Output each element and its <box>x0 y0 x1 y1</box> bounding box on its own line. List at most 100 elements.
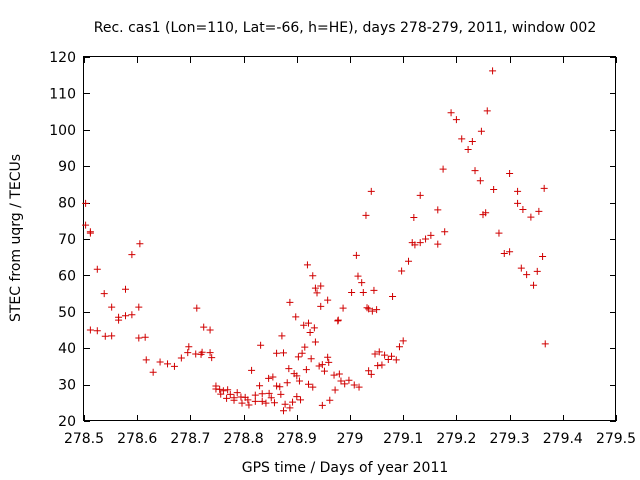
data-point <box>305 380 313 388</box>
data-point <box>405 257 413 265</box>
y-tick-label: 30 <box>58 378 76 394</box>
data-point <box>447 109 455 117</box>
data-point <box>365 367 373 375</box>
data-point <box>121 285 129 293</box>
data-point <box>533 267 541 275</box>
x-tick-label: 279.2 <box>436 431 476 447</box>
data-point <box>307 355 315 363</box>
data-point <box>317 302 325 310</box>
data-point <box>326 396 334 404</box>
data-point <box>311 284 319 292</box>
data-point <box>303 261 311 269</box>
data-point <box>334 316 342 324</box>
data-point <box>294 353 302 361</box>
data-point <box>523 271 531 279</box>
chart-title: Rec. cas1 (Lon=110, Lat=-66, h=HE), days… <box>94 20 596 36</box>
y-tick-label: 120 <box>49 50 76 66</box>
data-point <box>305 319 313 327</box>
data-point <box>335 370 343 378</box>
data-point <box>434 240 442 248</box>
y-axis: 20 30 40 50 60 70 80 90 100 110 120 <box>49 50 616 430</box>
data-point <box>185 343 193 351</box>
x-tick-label: 278.8 <box>224 431 264 447</box>
data-point <box>286 404 294 412</box>
data-point <box>281 400 289 408</box>
data-point <box>517 264 525 272</box>
y-axis-title: STEC from uqrg / TECUs <box>8 154 24 322</box>
data-point <box>206 326 214 334</box>
data-point <box>318 361 326 369</box>
data-point <box>367 187 375 195</box>
data-point <box>317 282 325 290</box>
data-point <box>295 377 303 385</box>
data-point <box>142 356 150 364</box>
data-point <box>82 199 90 207</box>
data-point <box>256 382 264 390</box>
data-point <box>527 213 535 221</box>
data-point <box>251 397 259 405</box>
x-tick-label: 279 <box>337 431 364 447</box>
data-point <box>354 272 362 280</box>
data-point <box>251 391 259 399</box>
x-tick-label: 279.1 <box>383 431 423 447</box>
data-points <box>82 67 549 415</box>
data-point <box>108 332 116 340</box>
data-point <box>273 349 281 357</box>
data-point <box>298 349 306 357</box>
data-point <box>286 298 294 306</box>
data-point <box>495 229 503 237</box>
data-point <box>135 334 143 342</box>
data-point <box>489 67 497 75</box>
data-point <box>337 377 345 385</box>
data-point <box>352 251 360 259</box>
x-tick-label: 278.6 <box>117 431 157 447</box>
x-tick-label: 279.5 <box>596 431 636 447</box>
data-point <box>164 360 172 368</box>
data-point <box>482 209 490 217</box>
plot-frame <box>83 56 616 421</box>
data-point <box>374 362 382 370</box>
data-point <box>458 135 466 143</box>
data-point <box>115 316 123 324</box>
data-point <box>392 356 400 364</box>
y-tick-label: 90 <box>58 159 76 175</box>
data-point <box>324 296 332 304</box>
data-point <box>223 394 231 402</box>
data-point <box>410 214 418 222</box>
data-point <box>483 107 491 115</box>
data-point <box>244 396 252 404</box>
data-point <box>514 187 522 195</box>
data-point <box>285 365 293 373</box>
data-point <box>135 303 143 311</box>
data-point <box>224 386 232 394</box>
y-tick-label: 50 <box>58 305 76 321</box>
data-point <box>541 340 549 348</box>
data-point <box>198 348 206 356</box>
data-point <box>539 252 547 260</box>
data-point <box>230 394 238 402</box>
data-point <box>331 386 339 394</box>
data-point <box>193 304 201 312</box>
data-point <box>184 349 192 357</box>
data-point <box>248 366 256 374</box>
data-point <box>535 207 543 215</box>
data-point <box>363 304 371 312</box>
data-point <box>365 305 373 313</box>
data-point <box>280 349 287 357</box>
data-point <box>355 383 363 391</box>
data-point <box>370 286 378 294</box>
data-point <box>500 250 508 258</box>
data-point <box>265 389 273 397</box>
data-point <box>219 387 227 395</box>
data-point <box>506 169 514 177</box>
data-point <box>269 373 277 381</box>
data-point <box>200 323 208 331</box>
data-point <box>301 343 309 351</box>
y-tick-label: 70 <box>58 232 76 248</box>
data-point <box>276 383 284 391</box>
data-point <box>373 306 381 314</box>
data-point <box>309 272 317 280</box>
x-axis-title: GPS time / Days of year 2011 <box>242 460 449 476</box>
data-point <box>519 206 527 214</box>
